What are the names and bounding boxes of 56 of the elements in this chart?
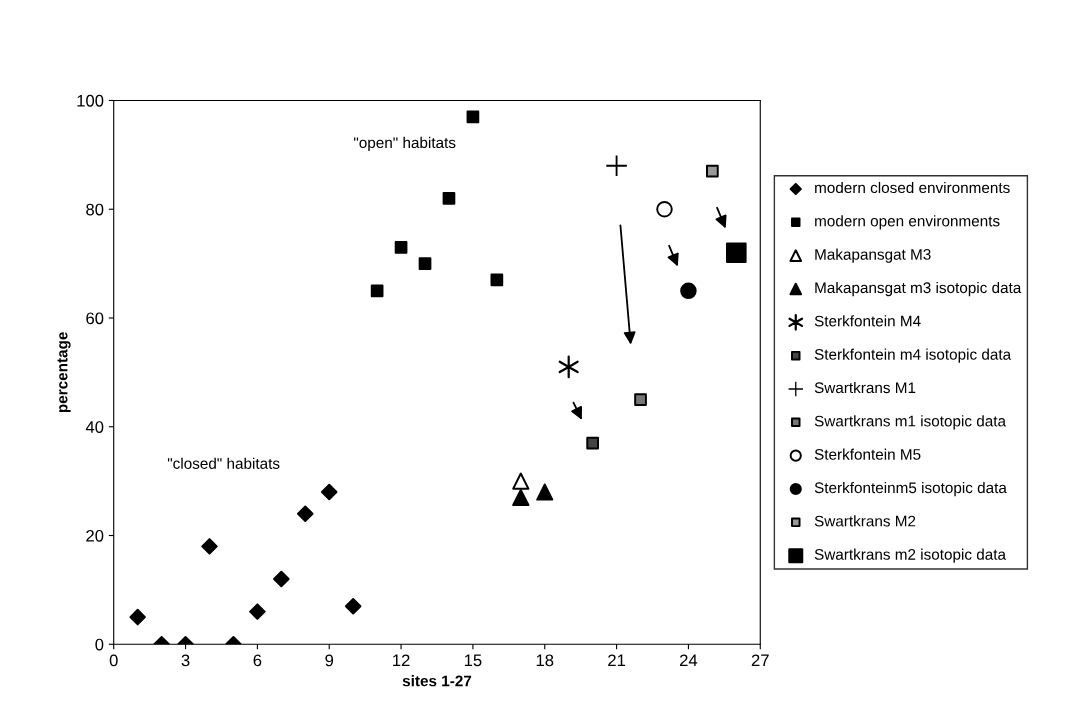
point [680, 282, 697, 300]
x-tick-label: 27 [751, 654, 769, 667]
point [606, 155, 627, 177]
x-tick-label: 18 [536, 654, 554, 667]
point [706, 164, 719, 178]
legend-label: modern closed environments [815, 181, 1010, 194]
x-tick-label: 6 [253, 654, 262, 667]
legend-label: Sterkfontein M5 [814, 448, 921, 460]
legend-label: Sterkfontein m4 isotopic data [814, 348, 1012, 363]
y-tick-label: 80 [86, 203, 104, 216]
point [726, 242, 747, 264]
point [273, 570, 290, 588]
point [370, 284, 384, 298]
legend-label: Swartkrans M2 [814, 515, 916, 527]
legend-label: Makapansgat M3 [815, 248, 931, 263]
point [249, 603, 266, 620]
x-tick-label: 21 [608, 654, 626, 667]
x-tick-label: 9 [325, 654, 334, 667]
legend-label: Swartkrans M1 [814, 381, 916, 394]
x-axis-title: sites 1-27 [402, 675, 472, 687]
legend-label: Sterkfontein M4 [814, 315, 921, 327]
point [634, 393, 647, 406]
point [344, 597, 362, 615]
annotation: "closed" habitats [167, 457, 280, 469]
x-tick-label: 0 [109, 654, 118, 667]
point [490, 273, 504, 287]
legend-label: Makapansgat m3 isotopic data [815, 281, 1022, 297]
point [512, 488, 530, 507]
x-tick-label: 15 [464, 654, 482, 667]
y-tick-label: 40 [85, 421, 104, 433]
point [320, 483, 338, 501]
point [129, 608, 146, 626]
legend-label: Sterkfonteinm5 isotopic data [814, 481, 1007, 497]
annotation: "open" habitats [354, 136, 456, 152]
point [586, 436, 599, 450]
y-tick-label: 0 [95, 638, 104, 651]
y-tick-label: 60 [86, 312, 104, 325]
x-tick-label: 24 [680, 654, 698, 667]
y-tick-label: 20 [86, 529, 104, 542]
point [201, 538, 218, 555]
point [297, 505, 314, 523]
x-tick-label: 3 [181, 654, 190, 667]
point [512, 472, 530, 490]
y-axis-title: percentage [57, 332, 71, 413]
legend-label: modern open environments [815, 215, 1000, 230]
point [418, 257, 432, 270]
point [394, 240, 408, 254]
y-tick-label: 100 [77, 94, 104, 107]
x-tick-label: 12 [393, 654, 410, 667]
point [466, 110, 480, 124]
legend-label: Swartkrans m1 isotopic data [814, 415, 1006, 430]
point [442, 192, 456, 205]
point [656, 200, 673, 218]
point [558, 355, 579, 379]
legend-label: Swartkrans m2 isotopic data [814, 548, 1006, 563]
point [536, 483, 554, 501]
